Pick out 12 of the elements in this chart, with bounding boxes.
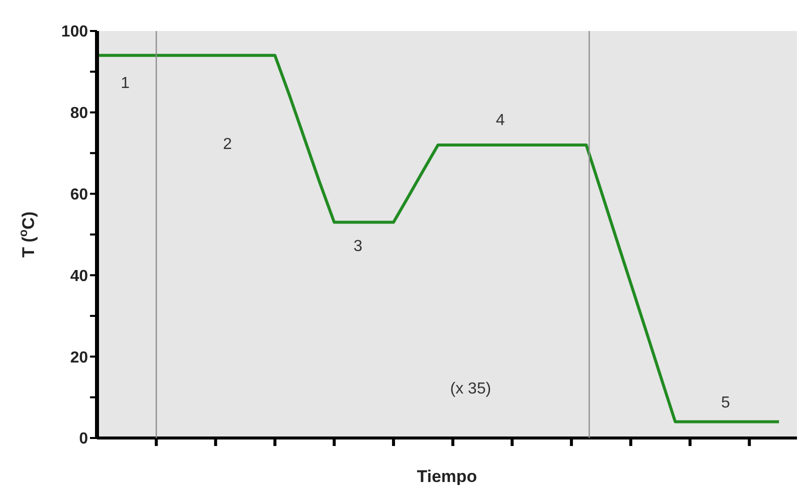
y-tick-label: 100 (61, 24, 88, 41)
annotation: 3 (353, 238, 362, 255)
annotation: 5 (721, 394, 730, 412)
y-tick-label: 40 (70, 268, 88, 285)
y-tick-label: 0 (79, 430, 88, 448)
y-tick-label: 80 (70, 105, 88, 122)
y-tick-label: 60 (70, 186, 88, 204)
annotation: (x 35) (450, 380, 492, 398)
y-tick-label: 20 (70, 349, 88, 366)
annotation: 1 (120, 75, 130, 92)
annotation: 4 (496, 112, 505, 129)
annotation: 2 (223, 136, 232, 154)
